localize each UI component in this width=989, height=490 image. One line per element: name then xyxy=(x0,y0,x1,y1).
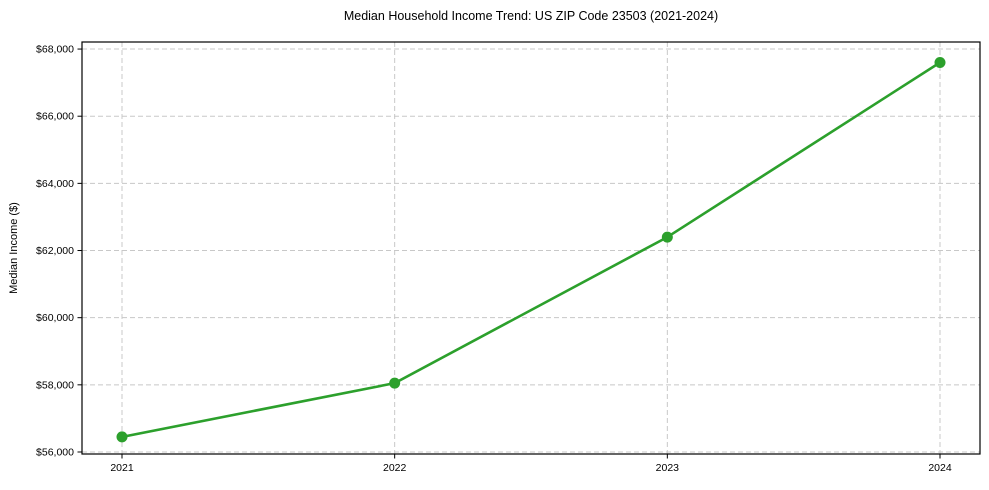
x-tick-label: 2023 xyxy=(656,462,680,474)
plot-border xyxy=(81,41,981,455)
x-tick-label: 2024 xyxy=(928,462,952,474)
y-tick-label: $58,000 xyxy=(36,379,74,391)
y-tick-label: $62,000 xyxy=(36,245,74,257)
y-tick-label: $56,000 xyxy=(36,446,74,458)
data-point-marker xyxy=(389,377,401,389)
income-trend-line xyxy=(120,61,942,439)
y-tick-label: $66,000 xyxy=(36,111,74,123)
chart-title: Median Household Income Trend: US ZIP Co… xyxy=(343,9,719,23)
y-tick-label: $68,000 xyxy=(36,44,74,56)
y-tick-label: $60,000 xyxy=(36,312,74,324)
data-point-marker xyxy=(934,56,946,68)
x-tick-label: 2022 xyxy=(383,462,407,474)
y-tick-label: $64,000 xyxy=(36,178,74,190)
x-tick-label: 2021 xyxy=(110,462,134,474)
data-point-marker xyxy=(661,231,673,243)
data-point-marker xyxy=(116,431,128,443)
